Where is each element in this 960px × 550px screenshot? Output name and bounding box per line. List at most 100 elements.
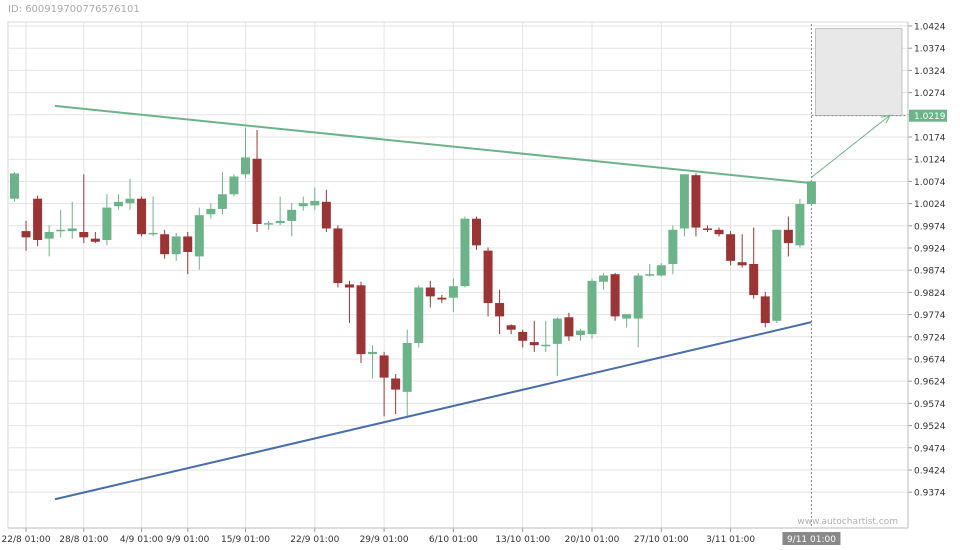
resistance-line <box>54 104 812 185</box>
y-tick-label: 1.0424 <box>914 23 946 33</box>
candle-up <box>448 286 458 298</box>
candle-down <box>506 325 516 330</box>
x-tick-label: 22/9 01:00 <box>290 535 339 545</box>
candle-up <box>310 200 320 206</box>
y-tick-label: 0.9924 <box>914 244 946 254</box>
candle-down <box>726 234 736 261</box>
candle-down <box>137 198 147 235</box>
candle-down <box>564 317 574 337</box>
y-tick-label: 0.9824 <box>914 289 946 299</box>
current-date-label: 9/11 01:00 <box>787 535 836 545</box>
candle-down <box>90 238 100 242</box>
candle-up <box>10 173 19 199</box>
x-tick-label: 22/8 01:00 <box>2 535 51 545</box>
candle-up <box>194 215 204 257</box>
x-tick-label: 28/8 01:00 <box>59 535 108 545</box>
candle-down <box>391 378 401 390</box>
current-price-tag <box>909 109 947 122</box>
candle-up <box>229 176 239 195</box>
candle-up <box>645 274 655 276</box>
candle-down <box>79 232 89 238</box>
candle-up <box>217 194 227 209</box>
candle-down <box>518 331 528 341</box>
x-tick-label: 20/10 01:00 <box>565 535 620 545</box>
axes: 1.04241.03741.03241.02741.02241.01741.01… <box>2 22 947 545</box>
y-tick-label: 1.0174 <box>914 133 946 143</box>
candle-down <box>321 201 331 229</box>
candle-up <box>622 314 632 319</box>
forecast-box <box>815 28 903 117</box>
candle-up <box>656 265 666 276</box>
candle-up <box>633 275 643 319</box>
candle-up <box>171 236 181 255</box>
watermark: www.autochartist.com <box>797 517 898 527</box>
candle-up <box>44 232 54 239</box>
y-tick-label: 1.0324 <box>914 67 946 77</box>
x-tick-label: 6/10 01:00 <box>429 535 478 545</box>
y-tick-label: 1.0024 <box>914 200 946 210</box>
candle-down <box>33 198 43 240</box>
y-tick-label: 0.9374 <box>914 489 946 499</box>
y-tick-label: 0.9724 <box>914 333 946 343</box>
current-price-label: 1.0219 <box>914 112 946 122</box>
candles <box>10 127 816 417</box>
x-tick-label: 29/9 01:00 <box>360 535 409 545</box>
candle-up <box>298 203 308 207</box>
y-tick-label: 0.9774 <box>914 311 946 321</box>
candle-down <box>21 231 31 238</box>
candle-down <box>183 236 193 252</box>
candle-down <box>610 274 620 317</box>
x-tick-label: 15/9 01:00 <box>221 535 270 545</box>
candle-down <box>379 355 389 378</box>
candle-up <box>402 343 412 392</box>
candle-down <box>714 229 724 235</box>
candle-up <box>206 208 216 215</box>
candle-down <box>160 234 170 255</box>
forecast-arrow <box>811 114 891 178</box>
y-tick-label: 0.9874 <box>914 267 946 277</box>
candle-down <box>344 284 354 288</box>
candle-up <box>287 209 297 221</box>
candle-down <box>760 296 770 324</box>
candle-down <box>691 175 701 228</box>
candle-down <box>495 303 505 317</box>
y-tick-label: 0.9524 <box>914 422 946 432</box>
current-date-tag <box>782 532 841 545</box>
x-tick-label: 4/9 01:00 <box>120 535 164 545</box>
candle-up <box>102 207 112 240</box>
candle-up <box>56 229 66 232</box>
candle-up <box>599 275 609 282</box>
candle-down <box>703 228 712 230</box>
candle-up <box>552 318 562 344</box>
candle-down <box>252 158 262 225</box>
forecast-area <box>810 24 908 528</box>
candle-up <box>414 287 424 344</box>
y-tick-label: 0.9424 <box>914 466 946 476</box>
candle-up <box>125 198 135 204</box>
y-tick-label: 0.9674 <box>914 355 946 365</box>
x-tick-label: 27/10 01:00 <box>634 535 689 545</box>
candle-down <box>749 263 759 296</box>
y-tick-label: 0.9624 <box>914 378 946 388</box>
candle-up <box>113 201 123 207</box>
candle-up <box>241 157 250 175</box>
x-tick-label: 9/9 01:00 <box>166 535 210 545</box>
candle-up <box>67 228 77 232</box>
candle-up <box>275 220 285 224</box>
candle-down <box>437 297 447 300</box>
candle-down <box>356 285 366 355</box>
y-tick-label: 1.0074 <box>914 178 946 188</box>
candle-down <box>425 287 435 297</box>
y-tick-label: 1.0124 <box>914 156 946 166</box>
candle-up <box>264 223 274 225</box>
candle-up <box>541 344 551 347</box>
x-tick-label: 3/11 01:00 <box>706 535 755 545</box>
y-tick-label: 0.9974 <box>914 222 946 232</box>
y-tick-label: 0.9574 <box>914 400 946 410</box>
support-line <box>54 321 812 501</box>
candle-down <box>737 262 747 266</box>
candle-up <box>795 204 805 246</box>
y-tick-label: 1.0374 <box>914 45 946 55</box>
candle-down <box>529 342 539 346</box>
